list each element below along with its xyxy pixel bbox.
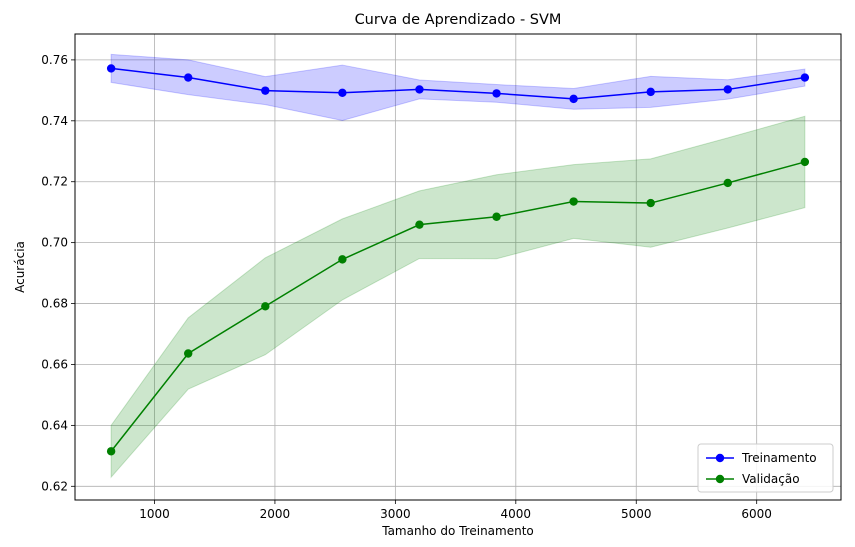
data-point bbox=[800, 73, 810, 82]
data-point bbox=[723, 85, 732, 94]
axes-frame bbox=[74, 33, 842, 501]
y-tick-label: 0.70 bbox=[41, 236, 68, 250]
data-point bbox=[338, 255, 347, 264]
series-line-1 bbox=[110, 161, 806, 452]
confidence-bands bbox=[110, 53, 806, 479]
data-point bbox=[338, 88, 347, 97]
data-point bbox=[646, 87, 655, 97]
y-axis-label: Acurácia bbox=[13, 241, 27, 293]
legend-label: Validação bbox=[742, 472, 800, 486]
series-lines bbox=[106, 64, 810, 456]
series-line-0 bbox=[111, 67, 805, 100]
y-tick-label: 0.62 bbox=[41, 479, 68, 493]
y-tick-label: 0.76 bbox=[41, 53, 68, 67]
data-point bbox=[569, 197, 578, 206]
x-tick-label: 1000 bbox=[139, 507, 170, 521]
grid bbox=[75, 34, 841, 500]
data-point bbox=[415, 220, 424, 229]
confidence-band-0 bbox=[110, 53, 806, 122]
data-point bbox=[261, 86, 270, 95]
y-tick-label: 0.68 bbox=[41, 297, 68, 311]
axis-ticks: 1000 2000 3000 4000 5000 6000 0.62 0.64 0.66 0.68… bbox=[41, 53, 772, 521]
legend-label: Treinamento bbox=[741, 451, 817, 465]
data-point bbox=[184, 349, 193, 358]
data-point bbox=[184, 73, 193, 82]
x-tick-label: 5000 bbox=[621, 507, 652, 521]
legend-box bbox=[697, 443, 834, 493]
data-point bbox=[415, 85, 424, 94]
y-tick-label: 0.64 bbox=[41, 418, 68, 432]
data-point bbox=[723, 178, 732, 188]
x-tick-label: 2000 bbox=[260, 507, 291, 521]
y-tick-label: 0.66 bbox=[41, 357, 68, 371]
legend: Treinamento Validação bbox=[697, 443, 834, 493]
legend-marker bbox=[715, 453, 725, 463]
data-point bbox=[569, 94, 578, 104]
data-point bbox=[106, 447, 116, 456]
data-point bbox=[106, 64, 116, 73]
y-tick-label: 0.72 bbox=[41, 175, 68, 189]
chart-title: Curva de Aprendizado - SVM bbox=[355, 12, 562, 28]
x-tick-label: 3000 bbox=[380, 507, 411, 521]
x-tick-label: 4000 bbox=[501, 507, 532, 521]
confidence-band-1 bbox=[110, 115, 806, 479]
data-point bbox=[492, 212, 501, 221]
x-tick-label: 6000 bbox=[741, 507, 772, 521]
data-point bbox=[646, 198, 655, 208]
x-axis-label: Tamanho do Treinamento bbox=[381, 524, 534, 538]
data-point bbox=[492, 89, 501, 98]
y-tick-label: 0.74 bbox=[41, 114, 68, 128]
data-point bbox=[261, 302, 270, 311]
data-point bbox=[800, 157, 810, 167]
legend-marker bbox=[715, 474, 725, 484]
